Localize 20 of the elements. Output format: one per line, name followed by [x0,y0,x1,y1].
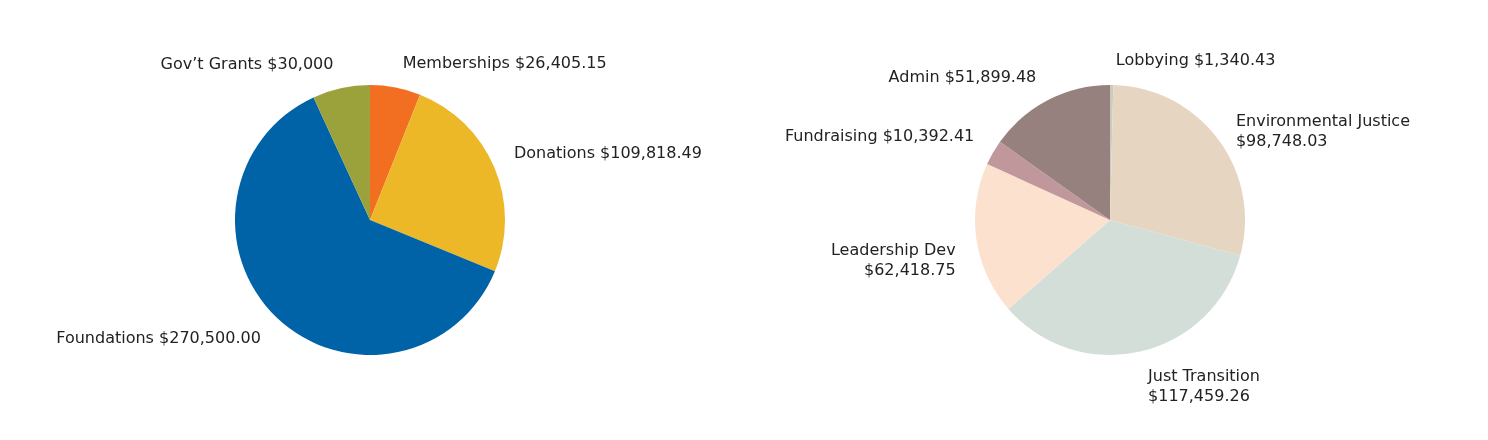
pie-slice [999,85,1110,220]
slice-label: Just Transition [1147,366,1260,386]
slice-label: Donations $109,818.49 [513,142,702,162]
slice-label: Lobbying $1,340.43 [1115,50,1276,70]
slice-label: Fundraising $10,392.41 [784,126,975,146]
pie-slice [313,85,370,220]
pie-slice [370,85,421,220]
pie-slice [975,164,1110,309]
data-label: $117,459.26 [1148,386,1250,406]
slice-label: Admin $51,899.48 [888,66,1037,86]
slice-label: Environmental Justice [1235,111,1410,131]
pie-slice [987,141,1110,220]
slice-label: Leadership Dev [830,240,956,260]
pie-slice [1008,220,1241,355]
slice-label: Memberships $26,405.15 [402,52,607,72]
pie-slice [370,94,505,272]
slice-label: Gov’t Grants $30,000 [160,53,334,73]
data-label: $62,418.75 [864,260,956,280]
slice-label: Foundations $270,500.00 [56,327,261,347]
data-label: $98,748.03 [1235,131,1328,151]
